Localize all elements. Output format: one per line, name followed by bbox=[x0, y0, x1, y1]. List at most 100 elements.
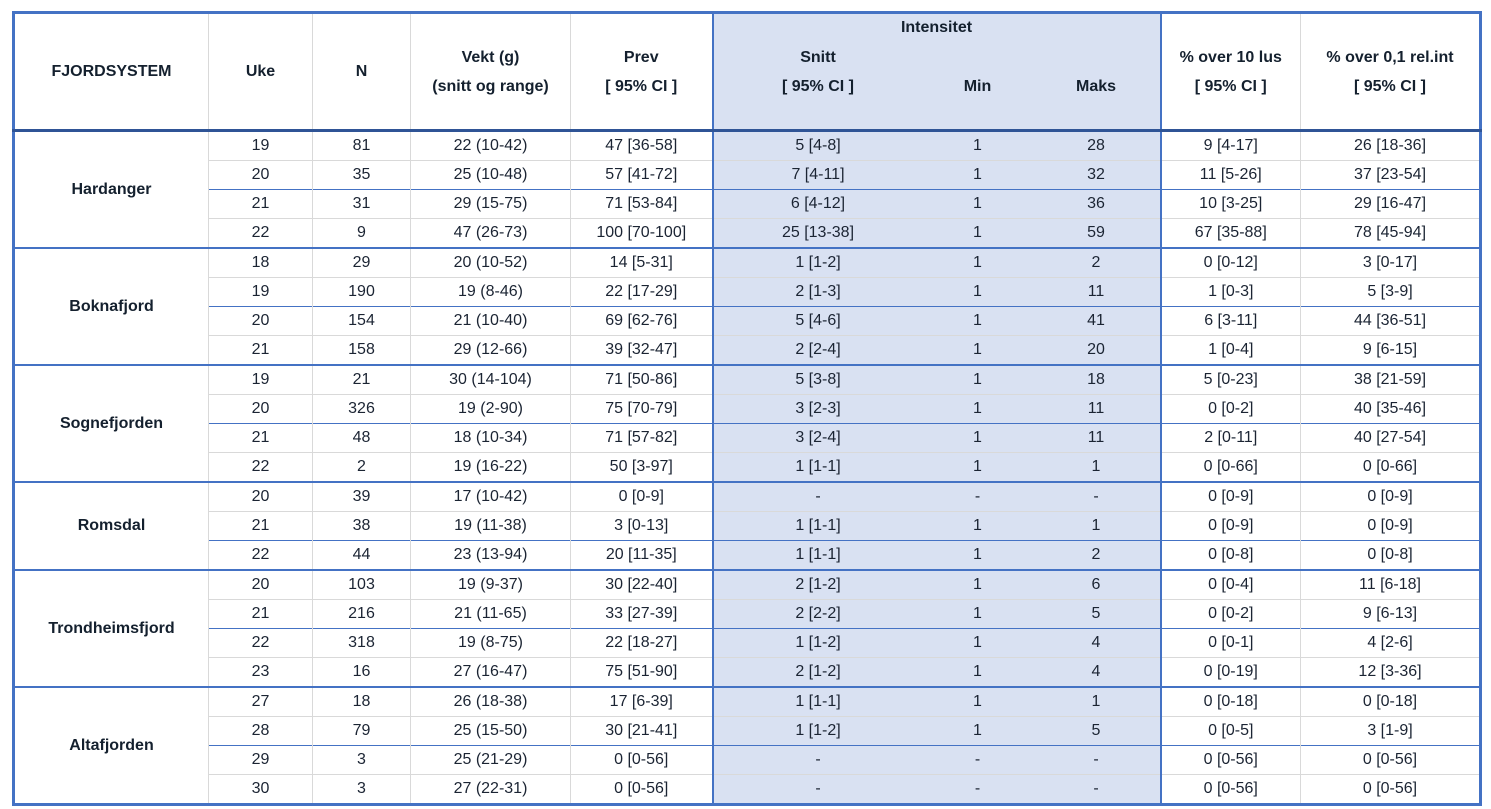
cell-maks: 59 bbox=[1032, 218, 1162, 248]
cell-n: 2 bbox=[312, 452, 411, 482]
cell-maks: 28 bbox=[1032, 129, 1162, 161]
cell-n: 35 bbox=[312, 160, 411, 190]
cell-maks: 41 bbox=[1032, 306, 1162, 336]
table-row: 30 3 27 (22-31) 0 [0-56] - - -0 [0-56] 0 [0-56] bbox=[14, 774, 1481, 805]
fjord-name: Sognefjorden bbox=[13, 364, 209, 482]
cell-maks: 11 bbox=[1032, 423, 1162, 453]
cell-min: 1 bbox=[922, 540, 1033, 570]
cell-min: 1 bbox=[922, 306, 1033, 336]
table-row: Altafjorden 27 18 26 (18-38) 17 [6-39] 1 [1-1… bbox=[13, 686, 1481, 805]
cell-maks: 2 bbox=[1032, 540, 1162, 570]
cell-vekt: 26 (18-38) bbox=[410, 686, 571, 717]
cell-maks: 4 bbox=[1032, 628, 1162, 658]
cell-snitt: 6 [4-12] bbox=[711, 189, 923, 219]
cell-min: 1 bbox=[922, 335, 1033, 365]
cell-uke: 21 bbox=[208, 511, 313, 541]
cell-over10: 0 [0-9] bbox=[1160, 481, 1301, 512]
cell-maks: 5 bbox=[1032, 716, 1162, 746]
cell-maks: - bbox=[1032, 745, 1162, 775]
cell-over10: 5 [0-23] bbox=[1160, 364, 1301, 395]
table-row: 21 48 18 (10-34) 71 [57-82] 3 [2-4] 1 11 2 [0-1… bbox=[14, 423, 1481, 453]
cell-uke: 22 bbox=[208, 540, 313, 570]
cell-prev: 71 [50-86] bbox=[570, 364, 713, 395]
cell-prev: 30 [22-40] bbox=[570, 569, 713, 600]
cell-over10: 0 [0-9] bbox=[1160, 511, 1301, 541]
cell-uke: 20 bbox=[208, 394, 313, 424]
cell-over01: 0 [0-66] bbox=[1300, 452, 1481, 482]
cell-maks: - bbox=[1032, 774, 1162, 805]
table-row: 21 38 19 (11-38) 3 [0-13] 1 [1-1] 1 1 0 [0-9] 0 … bbox=[14, 511, 1481, 541]
fjord-name: Altafjorden bbox=[13, 686, 209, 805]
cell-prev: 20 [11-35] bbox=[570, 540, 713, 570]
cell-snitt: 2 [1-2] bbox=[711, 657, 923, 687]
cell-min: 1 bbox=[922, 247, 1033, 278]
cell-over10: 0 [0-12] bbox=[1160, 247, 1301, 278]
cell-over10: 0 [0-2] bbox=[1160, 599, 1301, 629]
cell-vekt: 19 (16-22) bbox=[410, 452, 571, 482]
cell-over10: 2 [0-11] bbox=[1160, 423, 1301, 453]
header-row-2: Snitt [ 95% CI ] Min Maks bbox=[14, 42, 1481, 131]
cell-n: 48 bbox=[312, 423, 411, 453]
cell-uke: 20 bbox=[208, 306, 313, 336]
cell-snitt: 5 [4-8] bbox=[711, 129, 923, 161]
cell-prev: 69 [62-76] bbox=[570, 306, 713, 336]
cell-over01: 38 [21-59] bbox=[1300, 364, 1481, 395]
cell-over01: 9 [6-15] bbox=[1300, 335, 1481, 365]
cell-vekt: 29 (12-66) bbox=[410, 335, 571, 365]
cell-over01: 3 [1-9] bbox=[1300, 716, 1481, 746]
cell-over01: 0 [0-56] bbox=[1300, 745, 1481, 775]
cell-over10: 6 [3-11] bbox=[1160, 306, 1301, 336]
cell-over10: 0 [0-19] bbox=[1160, 657, 1301, 687]
cell-maks: 32 bbox=[1032, 160, 1162, 190]
cell-uke: 22 bbox=[208, 218, 313, 248]
cell-maks: 11 bbox=[1032, 277, 1162, 307]
cell-n: 18 bbox=[312, 686, 411, 717]
header-n: N bbox=[312, 12, 411, 131]
cell-maks: 2 bbox=[1032, 247, 1162, 278]
cell-uke: 20 bbox=[208, 160, 313, 190]
cell-n: 29 bbox=[312, 247, 411, 278]
cell-n: 103 bbox=[312, 569, 411, 600]
cell-over10: 0 [0-2] bbox=[1160, 394, 1301, 424]
table-row: Trondheimsfjord 20 103 19 (9-37) 30 [22-40] 2… bbox=[13, 569, 1481, 687]
cell-over10: 0 [0-18] bbox=[1160, 686, 1301, 717]
header-over01-line2: [ 95% CI ] bbox=[1353, 77, 1426, 95]
cell-min: 1 bbox=[922, 657, 1033, 687]
cell-over01: 40 [35-46] bbox=[1300, 394, 1481, 424]
header-vekt: Vekt (g) (snitt og range) bbox=[410, 12, 571, 131]
header-snitt: Snitt [ 95% CI ] bbox=[711, 42, 923, 131]
cell-min: - bbox=[922, 745, 1033, 775]
fjord-name: Boknafjord bbox=[13, 247, 209, 365]
fjord-name: Hardanger bbox=[13, 129, 209, 248]
cell-snitt: 2 [2-2] bbox=[711, 599, 923, 629]
table-row: Sognefjorden 19 21 30 (14-104) 71 [50-86] 5 [… bbox=[13, 364, 1481, 482]
header-over10-line1: % over 10 lus bbox=[1179, 48, 1282, 66]
table-row: 22 318 19 (8-75) 22 [18-27] 1 [1-2] 1 4 0 [0-1]… bbox=[14, 628, 1481, 658]
table-row: 23 16 27 (16-47) 75 [51-90] 2 [1-2] 1 4 0 [0-19… bbox=[14, 657, 1481, 687]
cell-over10: 0 [0-66] bbox=[1160, 452, 1301, 482]
cell-maks: - bbox=[1032, 481, 1162, 512]
cell-vekt: 29 (15-75) bbox=[410, 189, 571, 219]
table-row: 22 9 47 (26-73) 100 [70-100] 25 [13-38] 1 59 67… bbox=[14, 218, 1481, 248]
cell-over10: 1 [0-3] bbox=[1160, 277, 1301, 307]
table-row: 20 326 19 (2-90) 75 [70-79] 3 [2-3] 1 11 0 [0-2… bbox=[14, 394, 1481, 424]
header-intensitet: Intensitet bbox=[711, 12, 1162, 43]
cell-over01: 11 [6-18] bbox=[1300, 569, 1481, 600]
cell-over10: 1 [0-4] bbox=[1160, 335, 1301, 365]
header-vekt-line2: (snitt og range) bbox=[432, 77, 549, 95]
table-body: Hardanger 19 81 22 (10-42) 47 [36-58] 5 [4-8]… bbox=[13, 129, 1481, 805]
cell-prev: 22 [17-29] bbox=[570, 277, 713, 307]
cell-n: 158 bbox=[312, 335, 411, 365]
cell-uke: 29 bbox=[208, 745, 313, 775]
cell-n: 38 bbox=[312, 511, 411, 541]
table-row: Hardanger 19 81 22 (10-42) 47 [36-58] 5 [4-8]… bbox=[13, 129, 1481, 248]
cell-maks: 36 bbox=[1032, 189, 1162, 219]
cell-snitt: 2 [1-2] bbox=[711, 569, 923, 600]
cell-over01: 44 [36-51] bbox=[1300, 306, 1481, 336]
cell-prev: 0 [0-9] bbox=[570, 481, 713, 512]
cell-min: - bbox=[922, 481, 1033, 512]
cell-uke: 27 bbox=[208, 686, 313, 717]
cell-min: 1 bbox=[922, 394, 1033, 424]
cell-min: 1 bbox=[922, 452, 1033, 482]
